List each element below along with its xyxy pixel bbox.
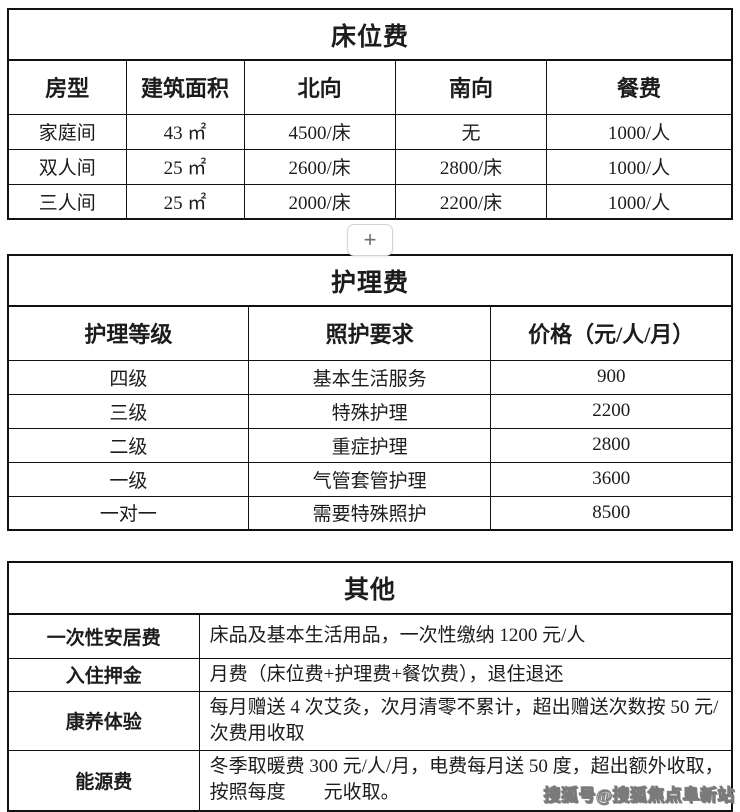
- cell: 重症护理: [247, 427, 492, 463]
- cell: 43 ㎡: [125, 113, 245, 150]
- watermark: 搜狐号@搜狐焦点阜新站: [543, 786, 735, 806]
- other-fees-title: 其他: [7, 561, 733, 615]
- table-title-row: 其他: [7, 561, 733, 615]
- table-gap: +: [7, 220, 733, 256]
- cell: 三人间: [7, 183, 127, 220]
- cell: 需要特殊照护: [247, 495, 492, 531]
- row-label: 一次性安居费: [7, 613, 200, 659]
- cell: 8500: [490, 495, 733, 531]
- cell: 一级: [7, 461, 249, 497]
- table-row: 康养体验 每月赠送 4 次艾灸，次月清零不累计，超出赠送次数按 50 元/次费用…: [7, 690, 733, 752]
- row-label: 康养体验: [7, 690, 200, 752]
- table-row: 家庭间 43 ㎡ 4500/床 无 1000/人: [7, 113, 733, 150]
- nursing-fee-title: 护理费: [7, 254, 733, 307]
- table-gap: [7, 531, 733, 561]
- row-label: 能源费: [7, 750, 200, 812]
- cell: 2800: [490, 427, 733, 463]
- cell: 1000/人: [546, 113, 733, 150]
- nursing-fee-table: 护理费 护理等级 照护要求 价格（元/人/月） 四级 基本生活服务 900 三级…: [7, 254, 733, 531]
- cell: 2800/床: [394, 148, 548, 185]
- cell: 2200: [490, 393, 733, 429]
- cell: 四级: [7, 359, 249, 395]
- row-value: 床品及基本生活用品，一次性缴纳 1200 元/人: [198, 613, 733, 659]
- header-price: 价格（元/人/月）: [490, 305, 733, 361]
- other-fees-table: 其他 一次性安居费 床品及基本生活用品，一次性缴纳 1200 元/人 入住押金 …: [7, 561, 733, 812]
- header-building-area: 建筑面积: [125, 59, 245, 115]
- expand-button[interactable]: +: [347, 224, 393, 256]
- table-row: 双人间 25 ㎡ 2600/床 2800/床 1000/人: [7, 148, 733, 185]
- table-row: 一级 气管套管护理 3600: [7, 461, 733, 497]
- cell: 基本生活服务: [247, 359, 492, 395]
- table-row: 四级 基本生活服务 900: [7, 359, 733, 395]
- table-row: 一次性安居费 床品及基本生活用品，一次性缴纳 1200 元/人: [7, 613, 733, 659]
- cell: 25 ㎡: [125, 148, 245, 185]
- cell: 25 ㎡: [125, 183, 245, 220]
- header-nursing-level: 护理等级: [7, 305, 249, 361]
- table-row: 入住押金 月费（床位费+护理费+餐饮费），退住退还: [7, 657, 733, 692]
- header-meal-fee: 餐费: [546, 59, 733, 115]
- table-row: 三人间 25 ㎡ 2000/床 2200/床 1000/人: [7, 183, 733, 220]
- cell: 气管套管护理: [247, 461, 492, 497]
- cell: 一对一: [7, 495, 249, 531]
- header-care-requirement: 照护要求: [247, 305, 492, 361]
- table-row: 一对一 需要特殊照护 8500: [7, 495, 733, 531]
- cell: 二级: [7, 427, 249, 463]
- table-row: 能源费 冬季取暖费 300 元/人/月，电费每月送 50 度，超出额外收取，按照…: [7, 750, 733, 812]
- table-header-row: 护理等级 照护要求 价格（元/人/月）: [7, 305, 733, 361]
- cell: 1000/人: [546, 148, 733, 185]
- header-south-facing: 南向: [394, 59, 548, 115]
- row-value: 每月赠送 4 次艾灸，次月清零不累计，超出赠送次数按 50 元/次费用收取: [198, 690, 733, 752]
- cell: 900: [490, 359, 733, 395]
- table-title-row: 床位费: [7, 8, 733, 61]
- row-label: 入住押金: [7, 657, 200, 692]
- table-row: 三级 特殊护理 2200: [7, 393, 733, 429]
- cell: 三级: [7, 393, 249, 429]
- header-north-facing: 北向: [243, 59, 396, 115]
- cell: 家庭间: [7, 113, 127, 150]
- cell: 3600: [490, 461, 733, 497]
- cell: 2200/床: [394, 183, 548, 220]
- cell: 2000/床: [243, 183, 396, 220]
- cell: 1000/人: [546, 183, 733, 220]
- table-row: 二级 重症护理 2800: [7, 427, 733, 463]
- cell: 4500/床: [243, 113, 396, 150]
- row-value: 冬季取暖费 300 元/人/月，电费每月送 50 度，超出额外收取，按照每度 元…: [198, 750, 733, 812]
- cell: 特殊护理: [247, 393, 492, 429]
- table-header-row: 房型 建筑面积 北向 南向 餐费: [7, 59, 733, 115]
- cell: 双人间: [7, 148, 127, 185]
- table-title-row: 护理费: [7, 254, 733, 307]
- header-room-type: 房型: [7, 59, 127, 115]
- row-value: 月费（床位费+护理费+餐饮费），退住退还: [198, 657, 733, 692]
- bed-fee-title: 床位费: [7, 8, 733, 61]
- cell: 2600/床: [243, 148, 396, 185]
- cell: 无: [394, 113, 548, 150]
- bed-fee-table: 床位费 房型 建筑面积 北向 南向 餐费 家庭间 43 ㎡ 4500/床 无 1…: [7, 8, 733, 220]
